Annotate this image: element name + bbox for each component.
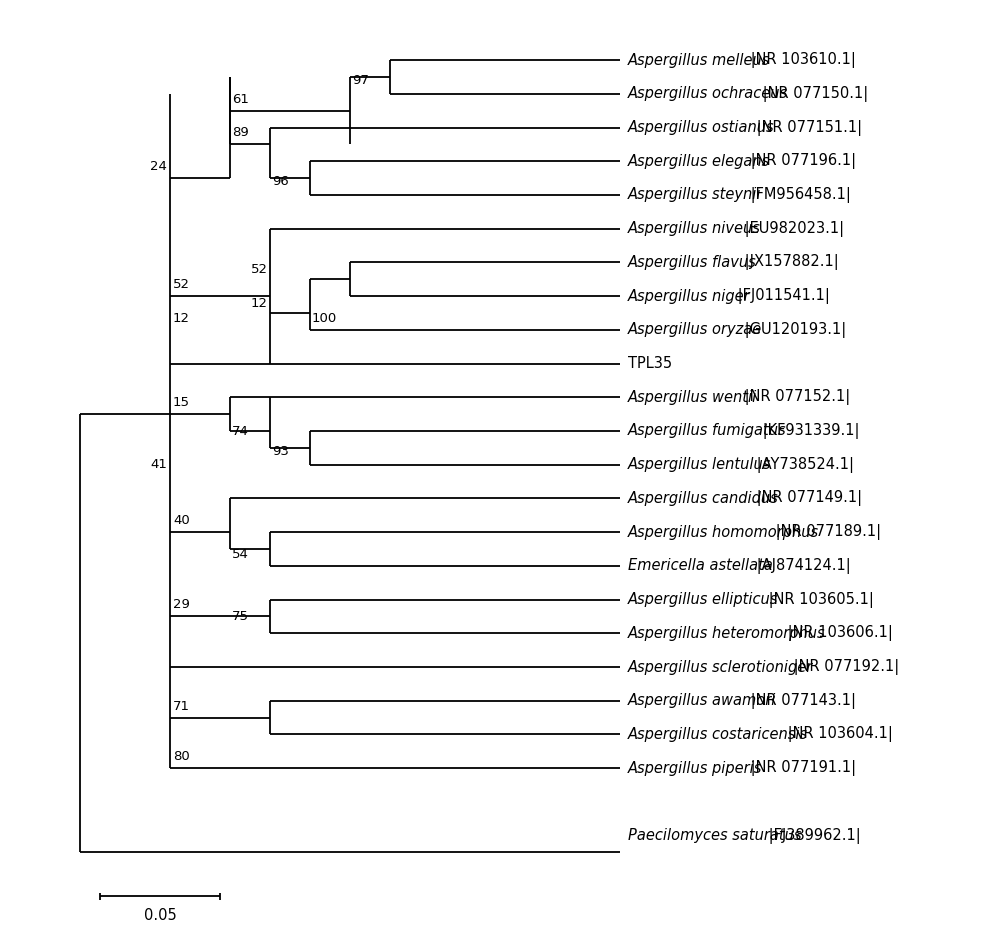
- Text: |KF931339.1|: |KF931339.1|: [758, 423, 860, 439]
- Text: |NR 103606.1|: |NR 103606.1|: [783, 625, 893, 642]
- Text: 52: 52: [251, 263, 268, 276]
- Text: |NR 077149.1|: |NR 077149.1|: [752, 491, 862, 507]
- Text: |NR 077196.1|: |NR 077196.1|: [746, 153, 856, 169]
- Text: 80: 80: [173, 750, 190, 763]
- Text: Aspergillus lentulus: Aspergillus lentulus: [628, 457, 771, 473]
- Text: Aspergillus candidus: Aspergillus candidus: [628, 491, 779, 506]
- Text: |NR 103610.1|: |NR 103610.1|: [746, 52, 856, 68]
- Text: 100: 100: [312, 312, 337, 325]
- Text: 0.05: 0.05: [144, 908, 176, 923]
- Text: Aspergillus awamori: Aspergillus awamori: [628, 693, 776, 708]
- Text: Aspergillus ochraceus: Aspergillus ochraceus: [628, 86, 788, 102]
- Text: |NR 103604.1|: |NR 103604.1|: [783, 726, 893, 742]
- Text: 74: 74: [232, 425, 249, 437]
- Text: Aspergillus homomorphus: Aspergillus homomorphus: [628, 525, 819, 540]
- Text: 15: 15: [173, 396, 190, 409]
- Text: Aspergillus wentii: Aspergillus wentii: [628, 390, 757, 405]
- Text: |FJ389962.1|: |FJ389962.1|: [764, 828, 861, 844]
- Text: 41: 41: [150, 458, 167, 472]
- Text: TPL35: TPL35: [628, 356, 672, 371]
- Text: |FJ011541.1|: |FJ011541.1|: [733, 288, 830, 304]
- Text: Aspergillus piperis: Aspergillus piperis: [628, 761, 762, 775]
- Text: Paecilomyces saturatus: Paecilomyces saturatus: [628, 828, 802, 843]
- Text: 24: 24: [150, 160, 167, 173]
- Text: |NR 077150.1|: |NR 077150.1|: [758, 85, 868, 102]
- Text: 12: 12: [173, 312, 190, 325]
- Text: Aspergillus sclerotioniger: Aspergillus sclerotioniger: [628, 660, 813, 675]
- Text: |AY738524.1|: |AY738524.1|: [752, 456, 854, 473]
- Text: 54: 54: [232, 548, 249, 561]
- Text: |JX157882.1|: |JX157882.1|: [740, 254, 838, 270]
- Text: |GU120193.1|: |GU120193.1|: [740, 322, 846, 338]
- Text: 96: 96: [272, 176, 289, 188]
- Text: |NR 077152.1|: |NR 077152.1|: [740, 389, 850, 405]
- Text: |AJ874124.1|: |AJ874124.1|: [752, 558, 851, 574]
- Text: Aspergillus heteromorphus: Aspergillus heteromorphus: [628, 625, 826, 641]
- Text: 89: 89: [232, 126, 249, 140]
- Text: |FM956458.1|: |FM956458.1|: [746, 187, 851, 203]
- Text: |NR 077143.1|: |NR 077143.1|: [746, 693, 856, 709]
- Text: Aspergillus steynii: Aspergillus steynii: [628, 188, 762, 202]
- Text: 40: 40: [173, 514, 190, 527]
- Text: Aspergillus niger: Aspergillus niger: [628, 288, 751, 304]
- Text: |NR 103605.1|: |NR 103605.1|: [764, 591, 874, 607]
- Text: 12: 12: [251, 297, 268, 309]
- Text: Emericella astellata: Emericella astellata: [628, 558, 773, 573]
- Text: |NR 077192.1|: |NR 077192.1|: [789, 659, 899, 675]
- Text: |NR 077191.1|: |NR 077191.1|: [746, 760, 856, 776]
- Text: Aspergillus melleus: Aspergillus melleus: [628, 52, 770, 67]
- Text: 61: 61: [232, 93, 249, 105]
- Text: 29: 29: [173, 599, 190, 611]
- Text: Aspergillus flavus: Aspergillus flavus: [628, 255, 757, 270]
- Text: Aspergillus ostianus: Aspergillus ostianus: [628, 120, 775, 135]
- Text: Aspergillus ellipticus: Aspergillus ellipticus: [628, 592, 778, 607]
- Text: |NR 077189.1|: |NR 077189.1|: [771, 524, 881, 540]
- Text: 52: 52: [173, 278, 190, 291]
- Text: 97: 97: [352, 74, 369, 87]
- Text: 75: 75: [232, 610, 249, 623]
- Text: Aspergillus oryzae: Aspergillus oryzae: [628, 323, 762, 337]
- Text: Aspergillus fumigatus: Aspergillus fumigatus: [628, 423, 787, 438]
- Text: 93: 93: [272, 445, 289, 458]
- Text: |EU982023.1|: |EU982023.1|: [740, 221, 844, 236]
- Text: Aspergillus niveus: Aspergillus niveus: [628, 221, 761, 236]
- Text: Aspergillus costaricensis: Aspergillus costaricensis: [628, 727, 808, 742]
- Text: Aspergillus elegans: Aspergillus elegans: [628, 154, 770, 169]
- Text: 71: 71: [173, 699, 190, 713]
- Text: |NR 077151.1|: |NR 077151.1|: [752, 120, 862, 136]
